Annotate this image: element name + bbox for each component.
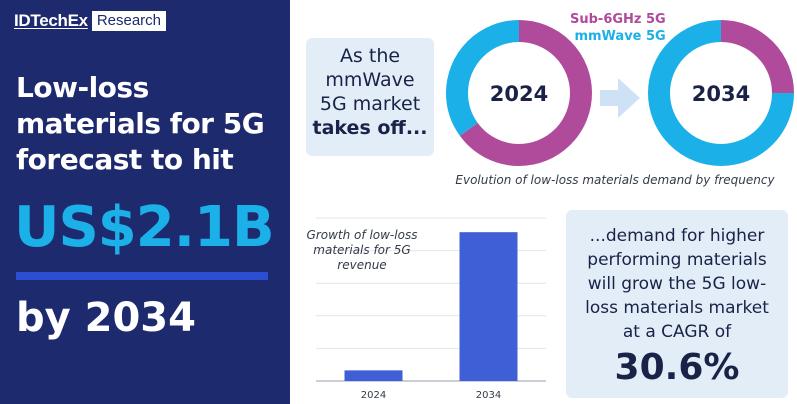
headline-year: by 2034 (16, 295, 196, 341)
donut-chart-caption: Evolution of low-loss materials demand b… (455, 173, 775, 187)
bar-tick-label-2024: 2024 (361, 390, 386, 401)
cagr-callout: ...demand for higher performing material… (566, 210, 788, 398)
logo-brand: IDTechEx (14, 11, 88, 30)
bar-2034 (459, 232, 518, 381)
donut-charts: 2024 2034 (446, 20, 794, 166)
donut-center-label-2034: 2034 (692, 82, 750, 106)
headline-title: Low-loss materials for 5G forecast to hi… (16, 71, 265, 176)
headline-panel: IDTechEx Research Low-loss materials for… (0, 0, 290, 404)
idtechex-logo[interactable]: IDTechEx Research (14, 11, 167, 31)
donut-slice-2034-mmwave-5g (648, 20, 794, 166)
headline-divider (16, 272, 268, 280)
legend-sub6ghz: Sub-6GHz 5G (570, 12, 666, 27)
logo-research-tag: Research (91, 11, 167, 31)
cagr-value: 30.6% (614, 347, 740, 388)
mmwave-callout: As the mmWave 5G market takes off... (306, 38, 434, 156)
bar-tick-label-2034: 2034 (476, 390, 501, 401)
bar-chart-caption: Growth of low-loss materials for 5G reve… (306, 228, 418, 272)
callout-line-1: As the (339, 45, 401, 67)
bar-2024 (344, 370, 403, 381)
right-arrow-icon (600, 78, 640, 118)
callout-line-bold: takes off... (312, 117, 428, 139)
donut-legend: Sub-6GHz 5G mmWave 5G (570, 11, 666, 45)
headline-value: US$2.1B (14, 195, 275, 260)
cagr-text: ...demand for higher performing material… (585, 226, 769, 342)
revenue-bar-chart: 2024 2034 (316, 217, 546, 401)
donut-center-label-2024: 2024 (490, 82, 548, 106)
legend-mmwave: mmWave 5G (574, 29, 666, 44)
callout-line-2: mmWave (325, 69, 415, 91)
callout-line-3: 5G market (319, 93, 421, 115)
donut-slice-2024-mmwave-5g (446, 20, 592, 166)
